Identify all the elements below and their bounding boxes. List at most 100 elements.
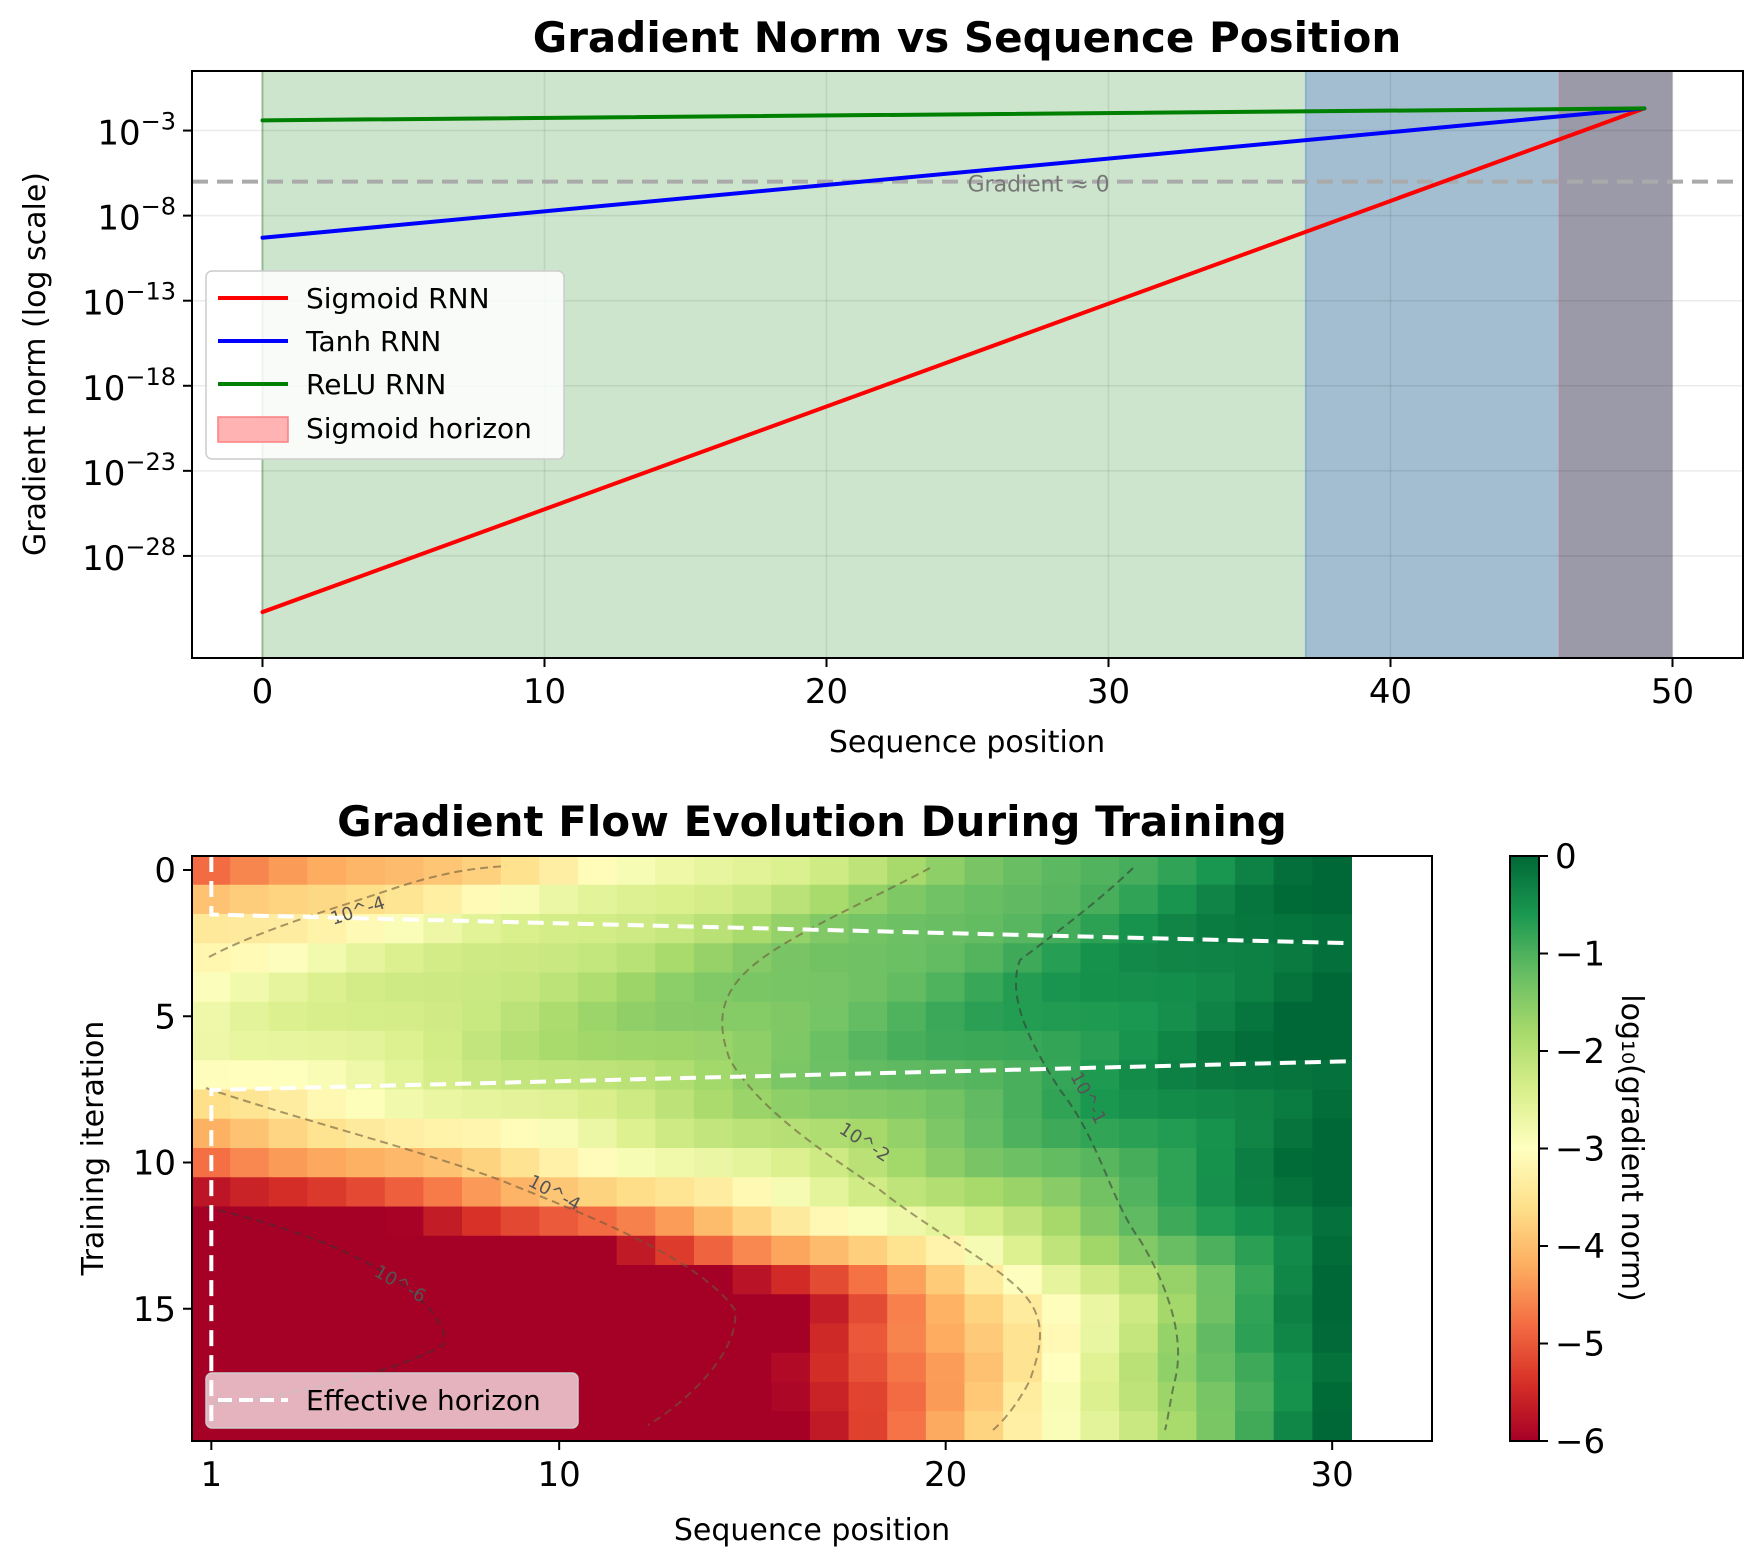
top-y-axis-label: Gradient norm (log scale) [18,172,53,556]
heatmap-cell [1003,1031,1043,1062]
heatmap-cell [1119,855,1159,886]
bottom-axes-frame [191,855,1433,1442]
heatmap-cell [1003,972,1043,1003]
heatmap-cell [655,1060,695,1091]
heatmap-cell [1041,1148,1082,1179]
heatmap-cell [346,1177,386,1208]
heatmap-cell [346,943,386,974]
heatmap-cell [1157,1206,1198,1237]
heatmap-cell [1312,1118,1352,1149]
legend-label-sigmoid: Sigmoid RNN [306,282,490,315]
heatmap-cell [307,1177,348,1208]
heatmap-cell [964,943,1005,974]
heatmap-cell [732,1177,773,1208]
heatmap-cell [732,1031,773,1062]
heatmap-cell [1003,914,1043,945]
heatmap-cell [346,972,386,1003]
heatmap-cell [732,1148,773,1179]
heatmap-cell [732,855,773,886]
heatmap-cell [616,1235,657,1266]
heatmap-cell [230,1148,270,1179]
heatmap-cell [732,1118,773,1149]
heatmap-cell [578,1148,618,1179]
heatmap-cell [1196,884,1237,915]
heatmap-cell [925,855,966,886]
heatmap-cell [693,1148,734,1179]
heatmap-cell [307,1206,348,1237]
heatmap-cell [1003,1235,1043,1266]
heatmap-cell [616,1411,657,1442]
heatmap-cell [268,1060,309,1091]
heatmap-cell [384,1323,425,1354]
heatmap-cell [655,1089,695,1120]
heatmap-cell [771,884,811,915]
heatmap-cell [346,1294,386,1325]
effective-horizon-lines [209,856,1371,1427]
heatmap-cell [423,1031,464,1062]
heatmap-cell [1119,1206,1159,1237]
colorbar-label: log₁₀(gradient norm) [1614,994,1649,1302]
heatmap-cell [539,1177,579,1208]
heatmap-cell [964,1177,1005,1208]
heatmap-cell [191,914,232,945]
series-line-tanh-rnn [260,106,1647,240]
heatmap-cell [616,1206,657,1237]
heatmap-cell [925,1089,966,1120]
heatmap-cell [307,1031,348,1062]
heatmap-cell [848,1323,889,1354]
top-chart-title: Gradient Norm vs Sequence Position [533,13,1402,62]
heatmap-cell [848,1352,889,1383]
heatmap-cell [1235,1235,1275,1266]
bottom-x-ticks: 1 10 20 30 [201,1441,1354,1495]
heatmap-cell [1312,1031,1352,1062]
heatmap-cell [964,1089,1005,1120]
heatmap-cell [578,1382,618,1413]
heatmap-cell [809,1118,850,1149]
heatmap-cell [1003,1177,1043,1208]
heatmap-cell [1312,914,1352,945]
heatmap-cell [578,1323,618,1354]
heatmap-cell [1235,1382,1275,1413]
top-x-tick-label-2: 20 [805,672,848,712]
bottom-x-tick-label-2: 20 [924,1455,967,1495]
heatmap-cell [1196,1206,1237,1237]
heatmap-cell [693,1265,734,1296]
heatmap-cell [1273,1382,1314,1413]
heatmap-cell [1119,1089,1159,1120]
heatmap-cell [1196,1352,1237,1383]
heatmap-cell [307,1323,348,1354]
heatmap-cell [1196,1118,1237,1149]
heatmap-cell [346,855,386,886]
heatmap-cell [230,1177,270,1208]
heatmap-cell [500,1089,541,1120]
heatmap-cell [500,914,541,945]
heatmap-cell [1235,855,1275,886]
heatmap-cell [1041,1118,1082,1149]
heatmap-cell [1273,914,1314,945]
heatmap-cell [1273,1031,1314,1062]
heatmap-cell [578,914,618,945]
heatmap-cell [1119,1294,1159,1325]
top-x-tick-label-4: 40 [1369,672,1412,712]
top-y-tick-label-2: 10−13 [82,278,176,324]
legend-label-relu: ReLU RNN [306,368,446,401]
heatmap-cell [655,1382,695,1413]
heatmap-cell [230,1235,270,1266]
heatmap-cell [1235,1411,1275,1442]
heatmap-cell [1119,1382,1159,1413]
heatmap-cell [771,855,811,886]
heatmap-cell [268,1206,309,1237]
heatmap-cell [655,1206,695,1237]
bottom-legend: Effective horizon [205,1372,579,1429]
top-y-tick-label-4: 10−23 [82,448,176,494]
heatmap-cell [771,1235,811,1266]
heatmap-cell [230,943,270,974]
heatmap-cell [1157,972,1198,1003]
heatmap-cell [500,1265,541,1296]
heatmap-cell [732,1265,773,1296]
heatmap-cell [616,1118,657,1149]
heatmap-cell [500,884,541,915]
heatmap-cell [1041,1031,1082,1062]
heatmap-cell [1003,1001,1043,1032]
heatmap-cell [230,884,270,915]
